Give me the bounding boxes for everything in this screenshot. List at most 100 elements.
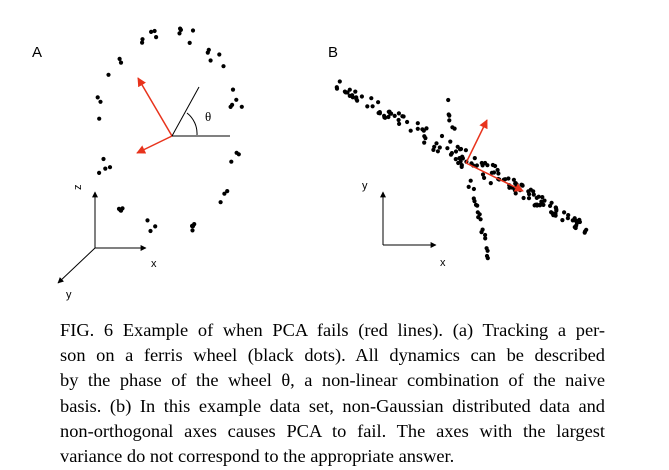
data-point <box>536 194 541 199</box>
data-point <box>236 152 241 157</box>
data-point <box>388 111 393 116</box>
data-point <box>178 27 183 32</box>
data-point <box>483 236 488 241</box>
data-point <box>471 196 476 201</box>
data-point <box>532 203 537 208</box>
data-point <box>453 149 459 154</box>
data-point <box>187 40 192 46</box>
figure: A θ z x y B y x <box>32 26 589 301</box>
caption-line: by the phase of the wheel θ, a non-linea… <box>60 370 605 391</box>
x-axis-b-label: x <box>440 257 446 269</box>
data-point <box>106 72 111 77</box>
data-point <box>435 149 440 154</box>
data-point <box>118 208 123 213</box>
data-point <box>140 40 145 45</box>
data-point <box>101 156 106 162</box>
ferris-wheel-dots <box>95 26 244 234</box>
data-point <box>369 96 374 101</box>
panel-b: B y x <box>328 44 589 269</box>
data-point <box>97 116 102 121</box>
data-point <box>450 125 455 130</box>
data-point <box>453 157 458 162</box>
data-point <box>485 256 490 261</box>
data-point <box>447 118 452 123</box>
y-axis-b-label: y <box>362 180 368 192</box>
data-point <box>511 177 516 182</box>
data-point <box>474 163 479 168</box>
data-point <box>431 147 436 152</box>
data-point <box>140 37 145 42</box>
data-point <box>103 166 108 171</box>
spoke-line <box>171 86 200 137</box>
data-point <box>365 104 370 109</box>
data-point <box>205 50 210 55</box>
data-point <box>466 184 471 189</box>
data-point <box>503 177 508 182</box>
data-point <box>222 191 227 196</box>
data-point <box>521 195 526 201</box>
data-point <box>448 139 453 144</box>
data-point <box>512 188 518 193</box>
data-point <box>217 52 222 57</box>
caption-line: variance do not correspond to the approp… <box>60 446 455 467</box>
data-point <box>420 127 425 132</box>
data-point <box>471 186 476 192</box>
data-point <box>495 167 500 173</box>
data-point <box>458 146 464 152</box>
data-point <box>355 98 360 103</box>
data-point <box>480 163 485 168</box>
data-point <box>405 119 410 125</box>
data-point <box>507 185 512 190</box>
data-point <box>560 218 565 223</box>
data-point <box>463 148 468 153</box>
data-point <box>98 99 103 104</box>
z-axis-label: z <box>72 185 84 191</box>
data-point <box>230 102 235 107</box>
data-point <box>496 171 501 176</box>
data-point <box>565 216 571 221</box>
data-point <box>550 211 555 216</box>
data-point <box>473 202 479 207</box>
data-point <box>485 248 490 253</box>
data-point <box>208 58 213 63</box>
pca-axis-b-2-arrow <box>465 162 524 192</box>
data-point <box>415 121 420 126</box>
data-point <box>347 87 352 92</box>
data-point <box>542 198 547 203</box>
data-point <box>483 232 488 238</box>
data-point <box>117 56 122 62</box>
data-point <box>540 195 545 200</box>
data-point <box>513 181 518 186</box>
data-point <box>118 60 124 65</box>
data-point <box>337 79 342 84</box>
data-point <box>370 104 375 109</box>
data-point <box>359 94 364 99</box>
data-point <box>506 176 511 181</box>
data-point <box>225 189 230 194</box>
data-point <box>459 164 464 169</box>
caption-line: basis. (b) In this example data set, non… <box>60 395 605 416</box>
angle-arc <box>186 112 198 136</box>
data-point <box>477 212 482 217</box>
data-point <box>401 114 406 119</box>
data-point <box>548 203 553 208</box>
data-point <box>408 128 413 133</box>
data-point <box>489 170 494 175</box>
data-point <box>382 115 387 120</box>
data-point <box>449 151 454 156</box>
data-point <box>458 159 463 164</box>
data-point <box>152 28 157 34</box>
pca-axis-1-arrow <box>137 77 173 137</box>
data-point <box>334 85 339 90</box>
data-point <box>480 227 485 232</box>
data-point <box>353 89 358 94</box>
data-point <box>218 200 223 205</box>
data-point <box>97 170 102 175</box>
data-point <box>154 35 159 40</box>
data-point <box>221 64 226 69</box>
data-point <box>230 87 236 92</box>
data-point <box>460 156 465 161</box>
data-point <box>566 213 571 218</box>
data-point <box>446 97 451 103</box>
data-point <box>488 181 493 186</box>
